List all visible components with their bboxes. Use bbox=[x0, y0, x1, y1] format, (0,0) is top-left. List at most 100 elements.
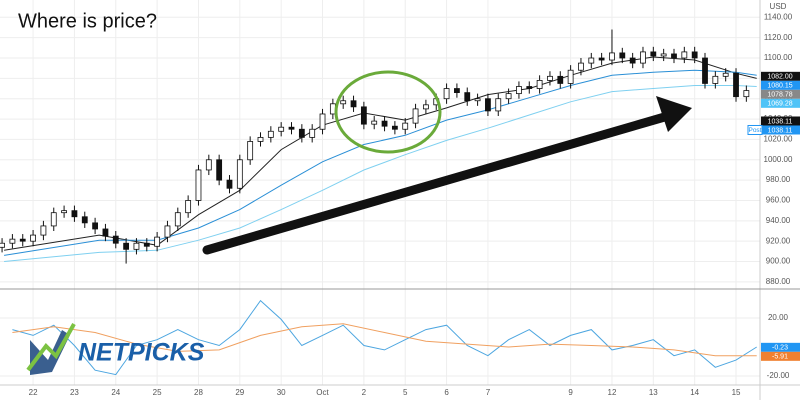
price-tag: 1069.28 bbox=[761, 98, 800, 108]
x-tick-label: 13 bbox=[649, 388, 658, 397]
candle-body bbox=[598, 57, 605, 61]
price-tag: -0.23 bbox=[761, 342, 800, 352]
candle-body bbox=[278, 126, 285, 132]
price-tag-label: 1038.11 bbox=[768, 118, 793, 125]
price-tag-label: 1082.00 bbox=[767, 74, 792, 81]
candle-body bbox=[567, 69, 574, 84]
candle-body bbox=[495, 98, 502, 112]
candle-body bbox=[464, 92, 471, 102]
candle-body bbox=[547, 75, 553, 81]
candle-body bbox=[19, 238, 26, 242]
price-tag-box bbox=[761, 342, 800, 352]
candle-body bbox=[609, 52, 615, 61]
candle-body bbox=[474, 98, 481, 102]
y-tick-label: 1100.00 bbox=[764, 53, 793, 62]
logo-icon bbox=[30, 330, 70, 375]
candle-body bbox=[412, 108, 419, 124]
candle-body bbox=[660, 53, 667, 57]
candle-body bbox=[236, 159, 243, 189]
x-tick-label: 12 bbox=[608, 388, 617, 397]
candle-body bbox=[61, 210, 67, 214]
price-tag-box bbox=[761, 116, 800, 126]
candle-body bbox=[102, 228, 109, 237]
price-tag: 1080.15 bbox=[761, 80, 800, 90]
candle-body bbox=[629, 57, 636, 64]
candle-body bbox=[71, 210, 78, 218]
candle-body bbox=[650, 51, 657, 57]
arrow-shaft bbox=[202, 111, 673, 255]
candle-body bbox=[185, 200, 192, 214]
candle-body bbox=[267, 130, 274, 138]
candle-body bbox=[391, 125, 398, 130]
candle-body bbox=[174, 212, 181, 227]
x-tick-label: 23 bbox=[70, 388, 79, 397]
price-tag-label: 1078.78 bbox=[767, 92, 792, 99]
chart-title: Where is price? bbox=[18, 10, 157, 32]
candle-body bbox=[309, 128, 316, 138]
candle-body bbox=[340, 100, 347, 105]
candle-body bbox=[402, 122, 409, 130]
candle-body bbox=[195, 169, 202, 201]
price-tag-prefix: Post bbox=[748, 127, 761, 134]
candle-body bbox=[40, 225, 47, 236]
candle-body bbox=[92, 222, 99, 230]
price-tag: 1078.78 bbox=[761, 89, 800, 99]
candle-body bbox=[226, 179, 233, 189]
x-tick-label: 24 bbox=[111, 388, 120, 397]
candle-body bbox=[164, 225, 171, 238]
y-tick-label: 20.00 bbox=[768, 313, 789, 322]
price-tag-label: 1080.15 bbox=[767, 83, 792, 90]
price-tag-label: 1038.11 bbox=[768, 127, 793, 134]
x-tick-label: 2 bbox=[362, 388, 367, 397]
logo: NETPICKS bbox=[26, 323, 205, 375]
price-tag-box bbox=[761, 351, 800, 361]
x-tick-label: 5 bbox=[403, 388, 408, 397]
candle-body bbox=[205, 159, 212, 171]
y-tick-label: -20.00 bbox=[767, 371, 790, 380]
x-tick-label: Oct bbox=[316, 388, 329, 397]
price-tag-prefix-box bbox=[747, 124, 763, 135]
candle-body bbox=[112, 235, 119, 244]
y-tick-label: 960.00 bbox=[766, 196, 791, 205]
candle-body bbox=[505, 93, 512, 100]
candle-body bbox=[350, 100, 357, 108]
candle-body bbox=[0, 242, 5, 248]
x-tick-label: 22 bbox=[29, 388, 38, 397]
price-tag-label: 1069.28 bbox=[767, 101, 792, 108]
series-line bbox=[4, 85, 757, 262]
candle-body bbox=[712, 75, 719, 84]
candle-body bbox=[691, 51, 698, 59]
price-tag-box bbox=[761, 125, 800, 135]
price-tag-label: -5.91 bbox=[772, 354, 788, 361]
candle-body bbox=[50, 212, 57, 227]
price-tag: 1082.00 bbox=[761, 71, 800, 81]
candle-body bbox=[143, 242, 150, 247]
candle-body bbox=[536, 79, 543, 89]
price-tag-box bbox=[761, 98, 800, 108]
candle-body bbox=[722, 72, 729, 77]
series-line bbox=[12, 299, 757, 376]
candle-body bbox=[319, 113, 326, 130]
candle-body bbox=[422, 104, 429, 110]
x-tick-label: 7 bbox=[486, 388, 491, 397]
candle-body bbox=[154, 236, 161, 247]
x-tick-label: 29 bbox=[235, 388, 244, 397]
price-tag: 1038.11 bbox=[761, 116, 800, 126]
x-tick-label: 25 bbox=[153, 388, 162, 397]
candle-body bbox=[216, 159, 223, 181]
candle-body bbox=[381, 120, 388, 127]
y-tick-label: 900.00 bbox=[766, 257, 791, 266]
candle-body bbox=[578, 62, 584, 71]
y-tick-label: 940.00 bbox=[766, 216, 791, 225]
candle-body bbox=[371, 120, 378, 125]
y-tick-label: 1000.00 bbox=[764, 155, 793, 164]
price-tag-box bbox=[761, 71, 800, 81]
candle-body bbox=[485, 98, 491, 112]
candle-body bbox=[733, 72, 739, 98]
candle-body bbox=[454, 88, 460, 94]
x-tick-label: 15 bbox=[732, 388, 741, 397]
candle-body bbox=[671, 53, 677, 59]
candle-body bbox=[702, 57, 708, 84]
candle-body bbox=[30, 234, 36, 242]
candle-body bbox=[133, 242, 140, 250]
